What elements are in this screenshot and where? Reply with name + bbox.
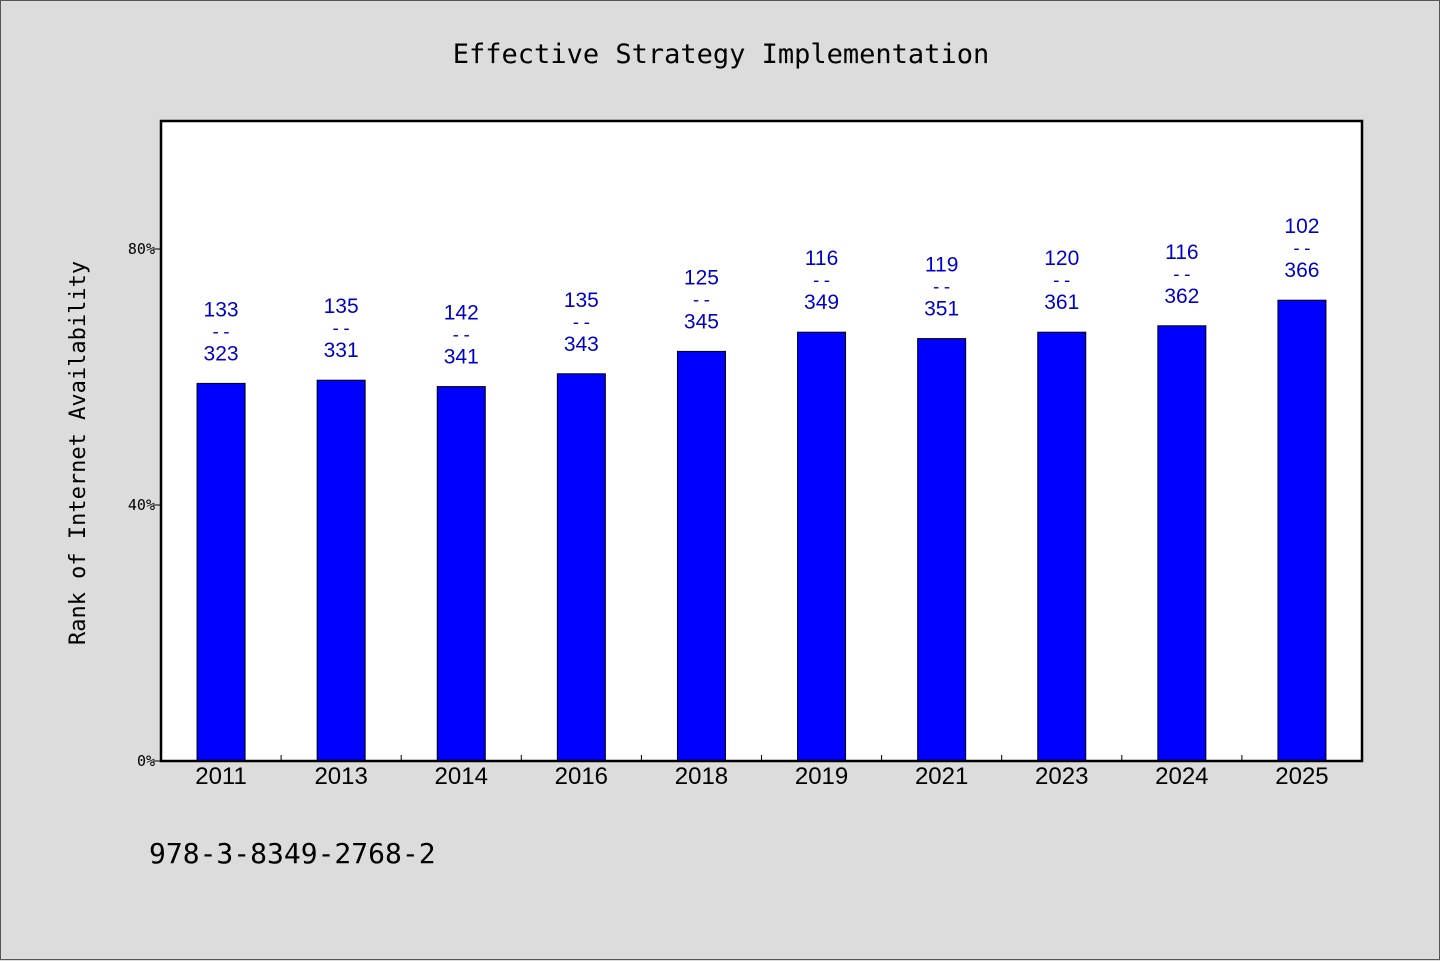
y-axis-label: Rank of Internet Availability <box>66 261 91 645</box>
data-label-separator: -- <box>571 312 593 333</box>
data-label-top: 120 <box>1044 247 1079 270</box>
chart-title: Effective Strategy Implementation <box>453 39 989 70</box>
data-label-bottom: 349 <box>804 291 839 314</box>
data-label-bottom: 345 <box>684 310 719 333</box>
bar <box>196 382 246 762</box>
data-label-top: 135 <box>564 289 599 312</box>
data-label-top: 116 <box>1165 241 1198 264</box>
data-label-bottom: 343 <box>564 333 599 356</box>
data-label-top: 119 <box>925 254 958 277</box>
bar <box>1277 299 1327 762</box>
data-label-top: 116 <box>805 247 838 270</box>
bar <box>917 338 967 762</box>
data-label-bottom: 323 <box>204 342 239 365</box>
data-label-separator: -- <box>1171 264 1193 285</box>
x-tick-label: 2016 <box>555 763 608 790</box>
x-tick-label: 2014 <box>435 763 488 790</box>
data-label-bottom: 351 <box>924 298 959 321</box>
bar <box>1157 325 1207 762</box>
x-tick-label: 2019 <box>795 763 848 790</box>
data-label-bottom: 331 <box>324 339 359 362</box>
y-tick-label: 80% <box>128 240 155 258</box>
data-label-top: 135 <box>324 295 359 318</box>
data-label-separator: -- <box>210 321 232 342</box>
data-label-separator: -- <box>330 318 352 339</box>
data-label-top: 142 <box>444 302 479 325</box>
x-tick-label: 2024 <box>1155 763 1208 790</box>
bar <box>676 350 726 762</box>
data-label-top: 125 <box>684 266 719 289</box>
x-tick-label: 2018 <box>675 763 728 790</box>
x-tick-label: 2013 <box>314 763 367 790</box>
bar <box>316 379 366 762</box>
data-label-separator: -- <box>1051 270 1073 291</box>
data-label-separator: -- <box>691 289 713 310</box>
x-tick-label: 2023 <box>1035 763 1088 790</box>
footnote: 978-3-8349-2768-2 <box>149 837 436 870</box>
bar <box>1037 331 1087 762</box>
data-label-bottom: 361 <box>1044 291 1079 314</box>
data-label-separator: -- <box>1291 238 1313 259</box>
data-label-separator: -- <box>931 277 953 298</box>
x-tick-label: 2011 <box>195 763 247 790</box>
data-label-bottom: 366 <box>1284 259 1319 282</box>
data-label-top: 133 <box>204 298 239 321</box>
data-label-bottom: 341 <box>444 346 479 369</box>
bar <box>797 331 847 762</box>
data-label-separator: -- <box>811 270 833 291</box>
data-labels-layer: 133--323135--331142--341135--343125--345… <box>204 215 1320 368</box>
data-label-bottom: 362 <box>1164 285 1199 308</box>
bars-layer <box>196 299 1327 762</box>
y-tick-label: 40% <box>128 496 155 514</box>
axes-layer: 2011 2013 2014 2016 2018 2019 2021 2023 2024 2025… <box>128 240 1329 790</box>
x-tick-label: 2021 <box>915 763 968 790</box>
bar <box>436 386 486 762</box>
x-tick-label: 2025 <box>1275 763 1328 790</box>
bar <box>556 373 606 762</box>
y-tick-label: 0% <box>137 752 155 770</box>
plot-border <box>159 119 1364 763</box>
data-label-separator: -- <box>450 325 472 346</box>
data-label-top: 102 <box>1284 215 1319 238</box>
